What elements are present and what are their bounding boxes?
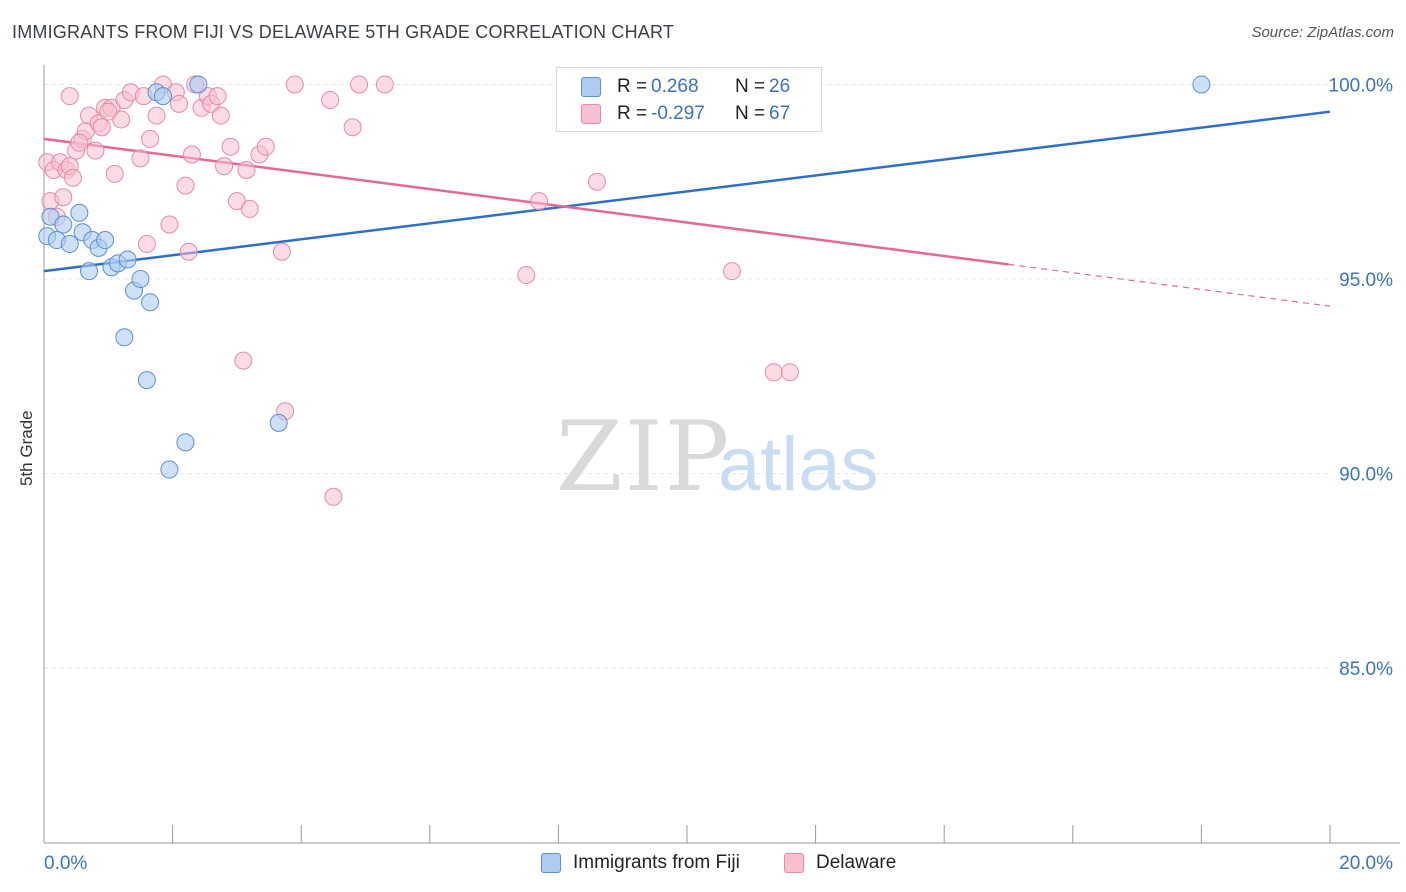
delaware-point — [179, 242, 198, 261]
legend-row-fiji: R = 0.268 N = 26 — [581, 74, 790, 100]
axes — [43, 65, 1400, 844]
delaware-point — [208, 87, 227, 106]
delaware-legend-swatch — [784, 853, 804, 873]
delaware-point — [160, 215, 179, 234]
fiji-swatch — [581, 77, 601, 97]
delaware-point — [176, 176, 195, 195]
delaware-point — [723, 262, 742, 281]
fiji-point — [176, 433, 195, 452]
y-tick-label: 90.0% — [1339, 464, 1393, 485]
fiji-point — [189, 75, 208, 94]
fiji-r-label: R = — [617, 76, 648, 97]
delaware-swatch — [581, 104, 601, 124]
fiji-point — [141, 293, 160, 312]
delaware-point — [285, 75, 304, 94]
delaware-point — [780, 363, 799, 382]
series-legend: Immigrants from Fiji Delaware — [0, 852, 1406, 878]
delaware-point — [350, 75, 369, 94]
y-tick-label: 100.0% — [1329, 75, 1394, 96]
delaware-point — [215, 157, 234, 176]
fiji-n-label: N = — [735, 76, 766, 97]
fiji-point — [153, 87, 172, 106]
grid-lines — [44, 83, 1330, 669]
delaware-point — [99, 102, 118, 121]
delaware-point — [54, 188, 73, 207]
delaware-point — [141, 129, 160, 148]
delaware-point — [517, 266, 536, 285]
delaware-point — [221, 137, 240, 156]
delaware-point — [343, 118, 362, 137]
delaware-point — [147, 106, 166, 125]
fiji-trend-line — [43, 110, 1331, 273]
fiji-point — [60, 234, 79, 253]
delaware-point — [375, 75, 394, 94]
fiji-point — [118, 250, 137, 269]
delaware-point — [587, 172, 606, 191]
delaware-point — [321, 91, 340, 110]
delaware-r-label: R = — [617, 103, 648, 124]
y-axis-label: 5th Grade — [17, 410, 36, 486]
delaware-point — [92, 118, 111, 137]
y-tick-label: 85.0% — [1339, 659, 1393, 680]
delaware-point — [131, 149, 150, 168]
delaware-point — [70, 133, 89, 152]
x-tick-label-max: 20.0% — [1339, 853, 1393, 874]
legend-item-delaware[interactable]: Delaware — [784, 852, 896, 874]
fiji-point — [70, 203, 89, 222]
tick-labels: 85.0% 90.0% 95.0% 100.0% 0.0% 20.0% — [44, 75, 1393, 874]
delaware-n-label: N = — [735, 103, 766, 124]
delaware-trend-line-extrapolated — [1008, 263, 1331, 307]
stats-legend: R = 0.268 N = 26 R = -0.297 N = 67 — [556, 67, 822, 132]
trend-lines — [43, 110, 1331, 307]
fiji-point — [115, 328, 134, 347]
fiji-points — [38, 75, 1211, 479]
fiji-point — [96, 231, 115, 250]
legend-item-fiji[interactable]: Immigrants from Fiji — [541, 852, 740, 874]
delaware-point — [63, 168, 82, 187]
fiji-point — [131, 269, 150, 288]
fiji-point — [137, 371, 156, 390]
x-tick-label-min: 0.0% — [44, 853, 87, 874]
delaware-point — [324, 487, 343, 506]
delaware-point — [237, 161, 256, 180]
fiji-point — [80, 262, 99, 281]
delaware-point — [86, 141, 105, 160]
fiji-n-value: 26 — [769, 76, 791, 97]
delaware-point — [530, 192, 549, 211]
source-label: Source: ZipAtlas.com — [1251, 24, 1394, 41]
watermark-zip: ZIP — [556, 401, 731, 513]
delaware-point — [60, 87, 79, 106]
fiji-point — [1192, 75, 1211, 94]
fiji-r-value: 0.268 — [651, 76, 699, 97]
fiji-point — [269, 413, 288, 432]
delaware-point — [234, 351, 253, 370]
delaware-r-value: -0.297 — [651, 103, 705, 124]
y-tick-label: 95.0% — [1339, 270, 1393, 291]
delaware-point — [105, 164, 124, 183]
delaware-point — [240, 199, 259, 218]
watermark: ZIP atlas — [556, 401, 879, 513]
fiji-legend-swatch — [541, 853, 561, 873]
fiji-point — [54, 215, 73, 234]
chart-title: IMMIGRANTS FROM FIJI VS DELAWARE 5TH GRA… — [12, 22, 675, 42]
delaware-point — [170, 94, 189, 113]
delaware-point — [272, 242, 291, 261]
delaware-point — [182, 145, 201, 164]
watermark-atlas: atlas — [718, 422, 879, 507]
fiji-legend-label: Immigrants from Fiji — [573, 852, 740, 873]
fiji-point — [160, 460, 179, 479]
delaware-trend-line — [43, 137, 1009, 266]
delaware-point — [764, 363, 783, 382]
delaware-point — [256, 137, 275, 156]
delaware-point — [137, 234, 156, 253]
legend-row-delaware: R = -0.297 N = 67 — [581, 101, 790, 127]
delaware-legend-label: Delaware — [816, 852, 897, 873]
delaware-point — [211, 106, 230, 125]
delaware-n-value: 67 — [769, 103, 791, 124]
